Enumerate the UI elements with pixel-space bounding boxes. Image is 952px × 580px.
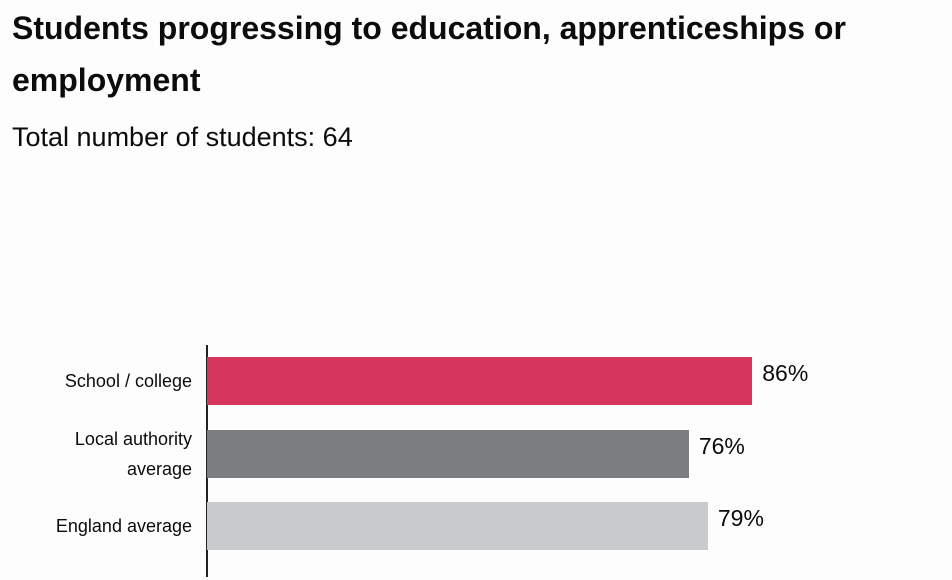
value-label: 79% [717, 505, 764, 531]
chart-title: Students progressing to education, appre… [12, 10, 846, 98]
value-label: 86% [762, 360, 809, 386]
value-label: 76% [698, 433, 745, 459]
bar [207, 357, 753, 405]
category-label: Local authority average [74, 429, 192, 479]
bar [207, 502, 708, 550]
category-label: England average [55, 516, 192, 536]
bar [207, 430, 689, 478]
chart-subtitle: Total number of students: 64 [12, 122, 353, 152]
category-label: School / college [64, 371, 192, 391]
chart: 86% School / college 76% Local authority av… [0, 340, 952, 580]
